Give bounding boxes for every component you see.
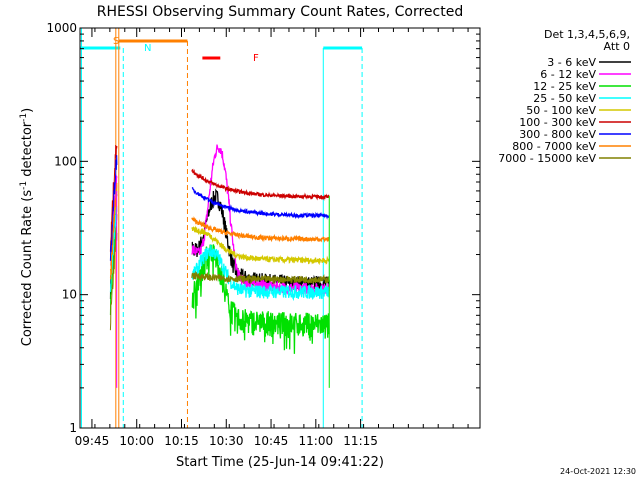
- legend-label-6: 300 - 800 keV: [519, 128, 596, 141]
- annotation-n: N: [144, 43, 151, 54]
- series-7-early: [109, 182, 118, 280]
- legend-label-1: 6 - 12 keV: [540, 68, 596, 81]
- x-tick-label: 11:15: [343, 434, 378, 448]
- annotation-s: S: [113, 36, 119, 47]
- y-tick-label: 10: [62, 288, 77, 302]
- x-tick-label: 10:00: [119, 434, 154, 448]
- legend-label-5: 100 - 300 keV: [519, 116, 596, 129]
- series-4-flare: [191, 225, 330, 266]
- series-8-early: [109, 226, 118, 331]
- annotation-f: F: [253, 53, 259, 64]
- axes: 1 10 100 1000 09:45 10:00 10:15 10:30 10:45 11:00…: [46, 21, 481, 448]
- y-tick-label: 100: [54, 154, 77, 168]
- legend-label-0: 3 - 6 keV: [547, 56, 596, 69]
- series-7-flare: [191, 216, 330, 243]
- x-tick-label: 10:15: [164, 434, 199, 448]
- chart-title: RHESSI Observing Summary Count Rates, Co…: [97, 4, 463, 20]
- data-series: [109, 144, 330, 388]
- series-5-flare: [191, 168, 330, 201]
- legend-label-3: 25 - 50 keV: [533, 92, 596, 105]
- series-3-flare: [191, 244, 330, 302]
- legend-header-line1: Det 1,3,4,5,6,9,: [544, 28, 630, 41]
- y-tick-label: 1000: [46, 21, 77, 35]
- x-tick-label: 10:45: [254, 434, 289, 448]
- y-tick-label: 1: [69, 421, 77, 435]
- x-tick-label: 09:45: [75, 434, 110, 448]
- x-tick-label: 11:00: [299, 434, 334, 448]
- series-8-flare: [191, 270, 330, 285]
- series-6-flare: [191, 187, 330, 220]
- legend-label-8: 7000 - 15000 keV: [498, 152, 596, 165]
- legend-label-7: 800 - 7000 keV: [512, 140, 596, 153]
- x-axis-label: Start Time (25-Jun-14 09:41:22): [176, 455, 384, 470]
- legend-header-line2: Att 0: [604, 40, 630, 53]
- plot-frame: [79, 27, 481, 429]
- footer-timestamp: 24-Oct-2021 12:30: [560, 467, 636, 476]
- series-6-early: [109, 155, 118, 261]
- legend-label-2: 12 - 25 keV: [533, 80, 596, 93]
- x-tick-label: 10:30: [209, 434, 244, 448]
- legend-label-4: 50 - 100 keV: [526, 104, 596, 117]
- y-axis-label: Corrected Count Rate (s-1 detector-1): [19, 108, 35, 346]
- status-bands: [80, 39, 363, 60]
